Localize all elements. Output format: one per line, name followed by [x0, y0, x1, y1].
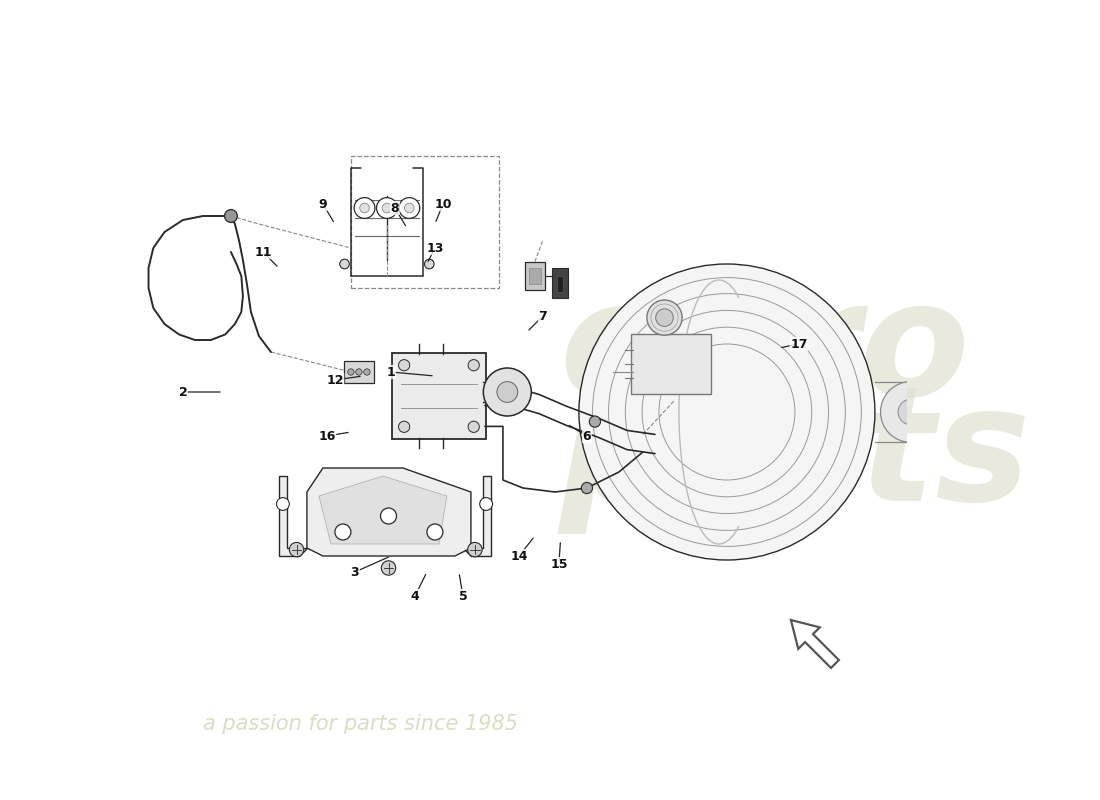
- Text: 1: 1: [386, 366, 395, 378]
- FancyBboxPatch shape: [392, 354, 486, 438]
- Circle shape: [340, 259, 350, 269]
- Bar: [529, 268, 540, 284]
- Text: 11: 11: [254, 246, 272, 258]
- Text: a passion for parts since 1985: a passion for parts since 1985: [202, 714, 518, 734]
- Bar: [351, 156, 499, 288]
- Circle shape: [398, 421, 409, 432]
- Bar: [557, 276, 563, 292]
- Circle shape: [581, 482, 593, 494]
- Circle shape: [647, 300, 682, 335]
- Polygon shape: [319, 476, 447, 544]
- Circle shape: [382, 561, 396, 575]
- Text: 6: 6: [583, 430, 591, 442]
- Circle shape: [425, 259, 435, 269]
- Circle shape: [364, 369, 370, 375]
- Circle shape: [469, 359, 480, 371]
- Circle shape: [590, 416, 601, 427]
- Circle shape: [898, 399, 924, 425]
- Polygon shape: [463, 476, 491, 556]
- Circle shape: [469, 421, 480, 432]
- Circle shape: [354, 198, 375, 218]
- Text: 16: 16: [318, 430, 336, 442]
- Circle shape: [360, 203, 370, 213]
- Text: 2: 2: [178, 386, 187, 398]
- Text: 7: 7: [539, 310, 548, 322]
- Circle shape: [880, 382, 942, 442]
- Circle shape: [427, 524, 443, 540]
- Circle shape: [224, 210, 238, 222]
- Text: parts: parts: [559, 378, 1032, 534]
- Text: 8: 8: [390, 202, 399, 214]
- Text: euro: euro: [559, 274, 969, 430]
- FancyBboxPatch shape: [631, 334, 711, 394]
- Circle shape: [276, 498, 289, 510]
- Text: 17: 17: [790, 338, 807, 350]
- Circle shape: [355, 369, 362, 375]
- Circle shape: [334, 524, 351, 540]
- Circle shape: [405, 203, 414, 213]
- Text: 9: 9: [319, 198, 327, 210]
- Text: 10: 10: [434, 198, 452, 210]
- Text: 4: 4: [410, 590, 419, 602]
- Circle shape: [399, 198, 420, 218]
- Circle shape: [348, 369, 354, 375]
- Text: 12: 12: [327, 374, 343, 386]
- Text: 5: 5: [459, 590, 468, 602]
- Text: 14: 14: [510, 550, 528, 562]
- Circle shape: [398, 359, 409, 371]
- Text: 13: 13: [426, 242, 443, 254]
- Bar: [525, 262, 546, 290]
- Circle shape: [656, 309, 673, 326]
- Circle shape: [497, 382, 518, 402]
- Bar: [552, 268, 568, 298]
- Circle shape: [382, 203, 392, 213]
- FancyArrow shape: [791, 620, 839, 668]
- Circle shape: [579, 264, 874, 560]
- Circle shape: [381, 508, 396, 524]
- Circle shape: [468, 542, 482, 557]
- Polygon shape: [307, 468, 471, 556]
- Circle shape: [480, 498, 493, 510]
- Text: 3: 3: [351, 566, 360, 578]
- Circle shape: [289, 542, 304, 557]
- Circle shape: [483, 368, 531, 416]
- Bar: [343, 361, 374, 383]
- Text: 15: 15: [550, 558, 568, 570]
- Polygon shape: [279, 476, 307, 556]
- Circle shape: [376, 198, 397, 218]
